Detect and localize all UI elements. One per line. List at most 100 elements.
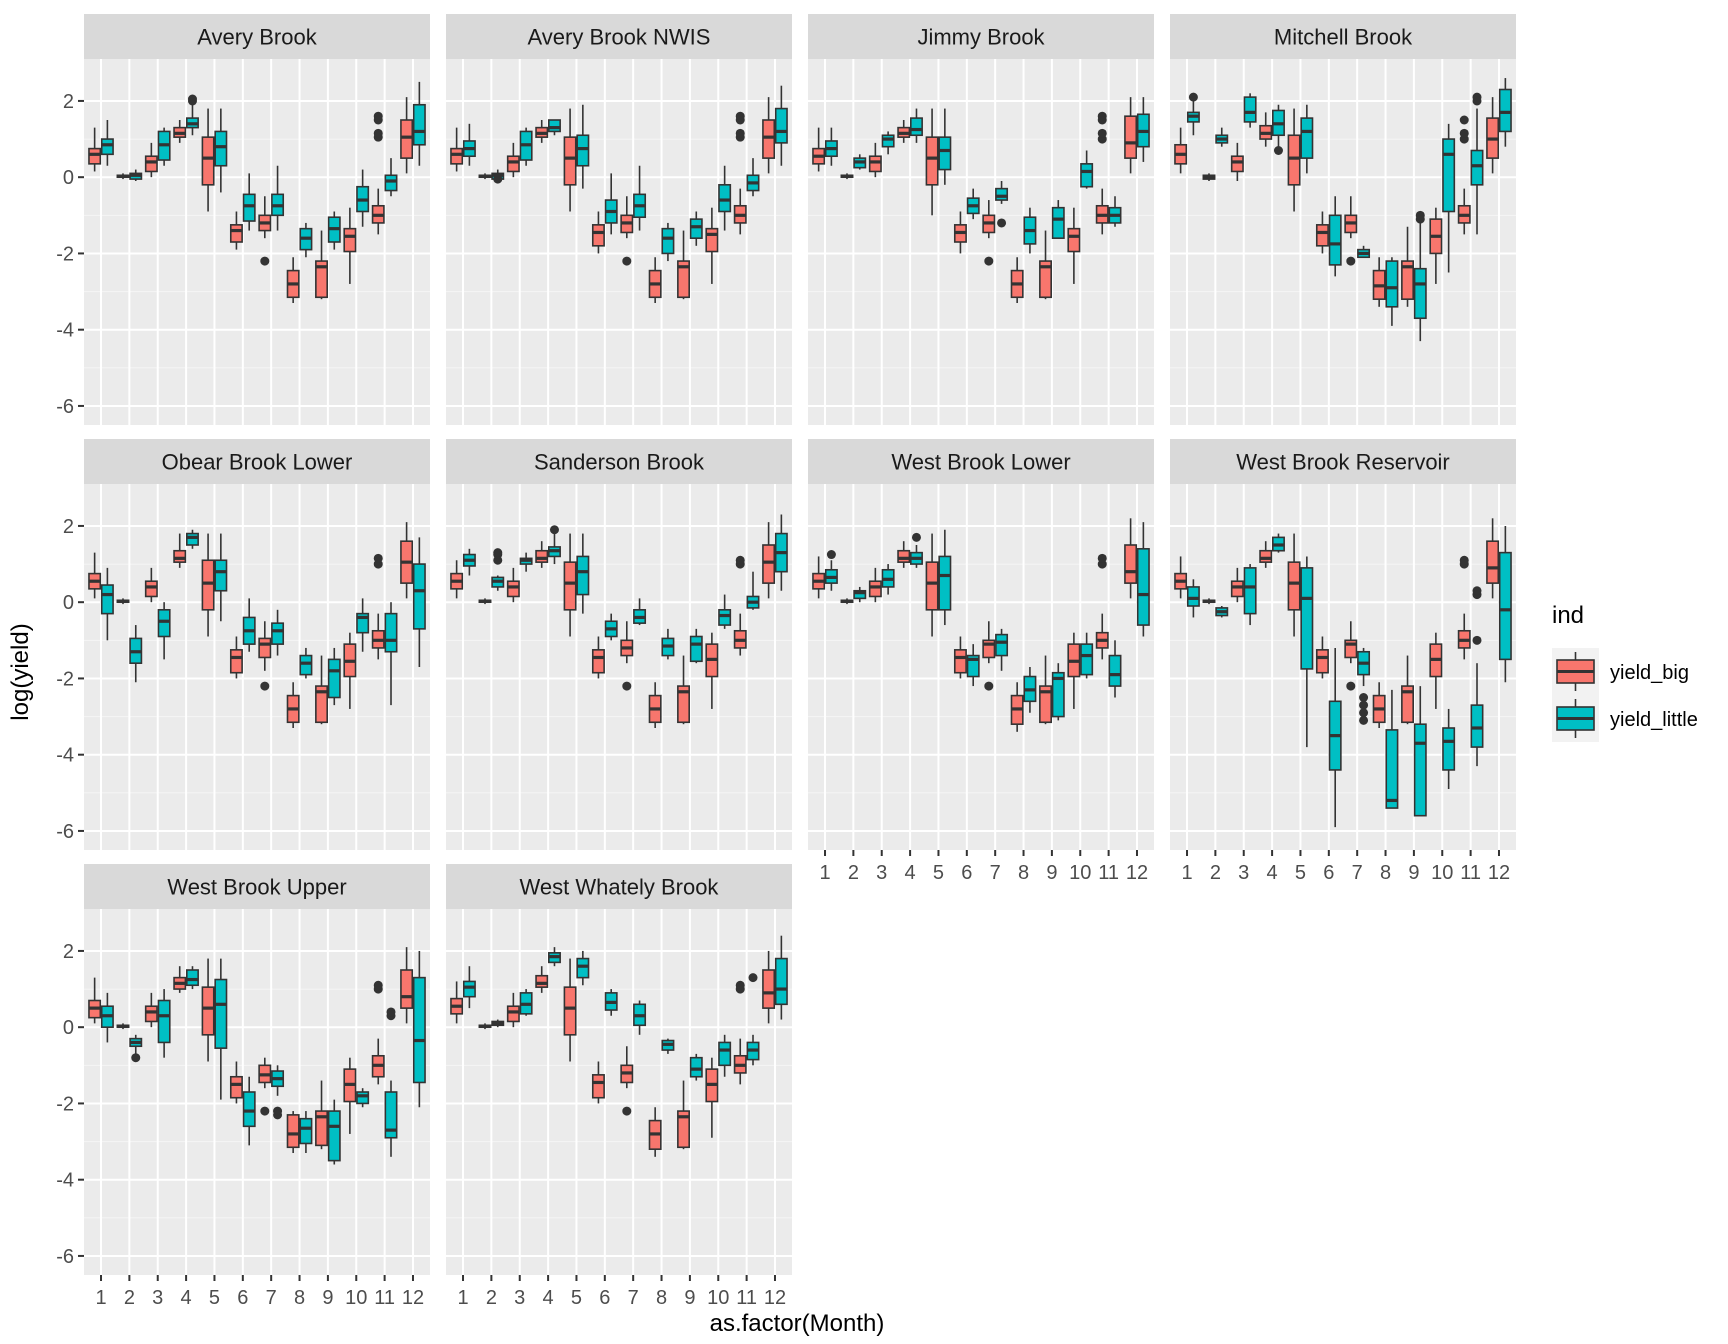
- y-tick-label: 2: [63, 516, 74, 538]
- outlier-point: [1459, 555, 1469, 565]
- yield_little-box: [519, 989, 533, 1016]
- box-iqr: [1108, 654, 1122, 687]
- outlier-point: [735, 555, 745, 565]
- outlier-point: [735, 128, 745, 138]
- yield_big-box: [868, 567, 882, 603]
- yield_little-box: [1023, 667, 1037, 713]
- box-iqr: [229, 1075, 243, 1099]
- box-iqr: [1385, 260, 1399, 308]
- outlier-point: [1346, 256, 1356, 266]
- yield_big-box: [762, 97, 776, 174]
- yield_little-box: [242, 1076, 256, 1146]
- outlier-point: [386, 1007, 396, 1017]
- x-tick-label: 6: [237, 1287, 248, 1309]
- box-iqr: [157, 609, 171, 638]
- box-iqr: [229, 224, 243, 243]
- yield_little-box: [604, 989, 618, 1016]
- panel-background: [84, 909, 430, 1275]
- panel-background: [446, 59, 792, 425]
- yield_little-box: [1385, 257, 1399, 326]
- box-iqr: [718, 609, 732, 626]
- facet-strip: [84, 14, 430, 59]
- panel-background: [446, 484, 792, 850]
- yield_big-box: [450, 127, 464, 172]
- yield_little-box: [327, 1099, 341, 1165]
- yield_big-box: [677, 655, 690, 725]
- yield_little-box: [910, 532, 923, 568]
- yield_big-box: [620, 196, 634, 266]
- yield_little-box: [519, 552, 533, 572]
- yield_little-box: [1300, 104, 1314, 174]
- outlier-point: [1273, 146, 1283, 155]
- outlier-point: [373, 980, 383, 990]
- yield_little-box: [1108, 196, 1122, 227]
- yield_little-box: [774, 85, 788, 166]
- box-iqr: [1413, 723, 1427, 817]
- box-iqr: [506, 155, 520, 173]
- yield_big-box: [620, 621, 634, 691]
- y-tick-label: -6: [56, 396, 74, 418]
- box-iqr: [1470, 704, 1484, 748]
- x-tick-label: 9: [1046, 862, 1057, 884]
- box-iqr: [1080, 643, 1094, 676]
- yield_little-box: [1051, 663, 1065, 721]
- box-iqr: [910, 117, 923, 137]
- yield_big-box: [286, 1111, 300, 1153]
- yield_little-box: [853, 586, 867, 603]
- yield_little-box: [412, 950, 426, 1108]
- yield_little-box: [689, 1053, 703, 1081]
- yield_little-box: [1080, 150, 1094, 189]
- yield_little-box: [576, 950, 590, 986]
- x-tick-label: 12: [1126, 862, 1148, 884]
- yield_little-box: [774, 935, 788, 1020]
- outlier-point: [373, 553, 383, 563]
- yield_little-box: [1442, 123, 1456, 273]
- yield_little-box: [491, 548, 505, 591]
- yield_big-box: [371, 111, 385, 235]
- box-iqr: [925, 136, 939, 186]
- yield_big-box: [450, 560, 464, 599]
- box-iqr: [315, 685, 328, 724]
- yield_little-box: [1186, 579, 1200, 618]
- yield_little-box: [1243, 564, 1257, 626]
- box-iqr: [1124, 115, 1138, 159]
- yield_big-box: [343, 632, 357, 709]
- yield_big-box: [812, 556, 826, 599]
- yield_big-box: [1174, 127, 1188, 174]
- box-iqr: [762, 969, 776, 1009]
- facet-strip-label: Sanderson Brook: [534, 450, 705, 475]
- yield_big-box: [1429, 207, 1443, 284]
- box-iqr: [1315, 224, 1329, 247]
- yield_big-box: [286, 682, 300, 728]
- box-iqr: [563, 986, 577, 1036]
- outlier-point: [1097, 111, 1107, 121]
- yield_big-box: [258, 196, 272, 266]
- yield_little-box: [462, 966, 476, 1009]
- facet-strip-label: West Whately Brook: [520, 875, 720, 900]
- box-iqr: [384, 612, 398, 653]
- yield_little-box: [633, 1000, 647, 1035]
- box-iqr: [384, 174, 398, 192]
- box-iqr: [173, 549, 187, 563]
- yield_big-box: [733, 980, 747, 1085]
- x-tick-label: 12: [402, 1287, 424, 1309]
- yield_little-box: [271, 165, 285, 231]
- box-iqr: [327, 1110, 341, 1162]
- x-tick-label: 2: [1210, 862, 1221, 884]
- yield_little-box: [214, 958, 228, 1100]
- box-iqr: [563, 136, 577, 186]
- yield_big-box: [229, 211, 243, 250]
- yield_little-box: [1243, 93, 1257, 128]
- yield_big-box: [315, 655, 328, 725]
- yield_little-box: [271, 609, 285, 656]
- yield_big-box: [343, 1057, 357, 1134]
- box-iqr: [157, 999, 171, 1044]
- x-tick-label: 6: [961, 862, 972, 884]
- box-iqr: [1486, 540, 1500, 584]
- box-iqr: [1498, 551, 1512, 661]
- outlier-point: [1472, 635, 1482, 645]
- facet-strip: [446, 864, 792, 909]
- yield_little-box: [1108, 640, 1122, 698]
- box-iqr: [995, 187, 1009, 201]
